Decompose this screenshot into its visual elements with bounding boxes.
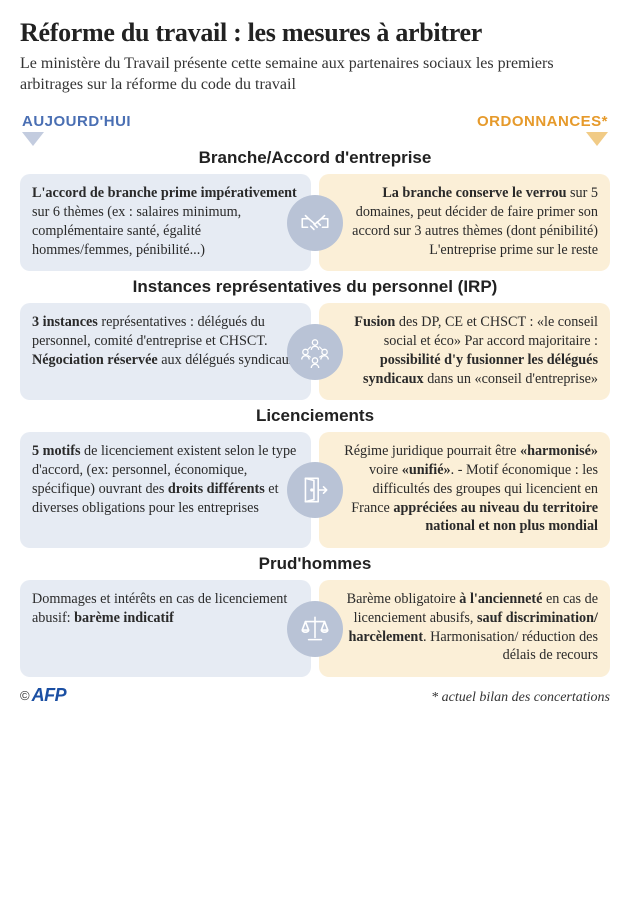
card-today: Dommages et intérêts en cas de licenciem… xyxy=(20,580,311,677)
column-arrows xyxy=(20,132,610,146)
footer: © AFP * actuel bilan des concertations xyxy=(20,685,610,706)
card-today: 5 motifs de licenciement existent selon … xyxy=(20,432,311,548)
column-headers: AUJOURD'HUI ORDONNANCES* xyxy=(20,113,610,130)
handshake-icon xyxy=(287,195,343,251)
credit: © AFP xyxy=(20,685,66,706)
section: Prud'hommes Dommages et intérêts en cas d… xyxy=(20,554,610,677)
card-today: 3 instances représentatives : délégués d… xyxy=(20,303,311,400)
card-ordonnances: Barème obligatoire à l'ancienneté en cas… xyxy=(319,580,610,677)
section-title: Branche/Accord d'entreprise xyxy=(20,148,610,168)
arrow-down-right-icon xyxy=(586,132,608,146)
comparison-row: L'accord de branche prime impérativement… xyxy=(20,174,610,271)
infographic-page: Réforme du travail : les mesures à arbit… xyxy=(0,0,630,720)
scales-icon xyxy=(287,601,343,657)
comparison-row: 3 instances représentatives : délégués d… xyxy=(20,303,610,400)
people-icon xyxy=(287,324,343,380)
door-icon xyxy=(287,462,343,518)
card-ordonnances: Fusion des DP, CE et CHSCT : «le conseil… xyxy=(319,303,610,400)
card-ordonnances: La branche conserve le verrou sur 5 doma… xyxy=(319,174,610,271)
section: Branche/Accord d'entreprise L'accord de b… xyxy=(20,148,610,271)
page-subtitle: Le ministère du Travail présente cette s… xyxy=(20,54,610,96)
arrow-down-left-icon xyxy=(22,132,44,146)
card-ordonnances: Régime juridique pourrait être «harmonis… xyxy=(319,432,610,548)
page-title: Réforme du travail : les mesures à arbit… xyxy=(20,18,610,48)
card-today: L'accord de branche prime impérativement… xyxy=(20,174,311,271)
sections-container: Branche/Accord d'entreprise L'accord de b… xyxy=(20,148,610,676)
copyright-symbol: © xyxy=(20,688,30,703)
column-header-left: AUJOURD'HUI xyxy=(20,113,315,130)
brand-logo: AFP xyxy=(32,685,67,706)
footnote: * actuel bilan des concertations xyxy=(431,690,610,706)
comparison-row: 5 motifs de licenciement existent selon … xyxy=(20,432,610,548)
section-title: Licenciements xyxy=(20,406,610,426)
section-title: Prud'hommes xyxy=(20,554,610,574)
section-title: Instances représentatives du personnel (… xyxy=(20,277,610,297)
column-header-right: ORDONNANCES* xyxy=(315,113,610,130)
comparison-row: Dommages et intérêts en cas de licenciem… xyxy=(20,580,610,677)
section: Instances représentatives du personnel (… xyxy=(20,277,610,400)
section: Licenciements 5 motifs de licenciement ex… xyxy=(20,406,610,548)
